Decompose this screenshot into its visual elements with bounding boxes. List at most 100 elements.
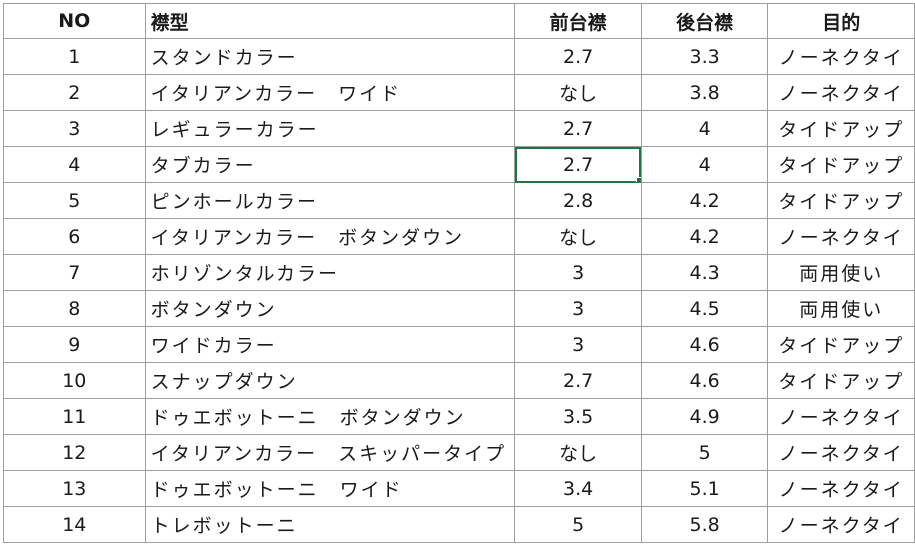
cell-back-collar[interactable]: 4 bbox=[640, 146, 769, 183]
fill-handle[interactable] bbox=[635, 177, 641, 182]
cell-back-collar[interactable]: 3.8 bbox=[640, 74, 769, 111]
cell-back-collar[interactable]: 3.3 bbox=[640, 38, 769, 75]
cell-purpose[interactable]: 両用使い bbox=[767, 254, 915, 291]
cell-purpose[interactable]: タイドアップ bbox=[767, 110, 915, 147]
cell-no[interactable]: 1 bbox=[3, 38, 146, 75]
cell-back-collar[interactable]: 5.1 bbox=[640, 470, 769, 507]
cell-back-collar-text: 4.6 bbox=[689, 369, 720, 392]
cell-front-collar[interactable]: 3 bbox=[514, 254, 642, 291]
cell-back-collar-text: 4 bbox=[698, 153, 711, 176]
header-back-collar[interactable]: 後台襟 bbox=[640, 3, 769, 39]
cell-front-collar[interactable]: なし bbox=[514, 434, 642, 471]
cell-purpose-text: ノーネクタイ bbox=[778, 83, 904, 105]
cell-front-collar[interactable]: なし bbox=[514, 218, 642, 255]
header-no[interactable]: NO bbox=[3, 3, 146, 39]
cell-back-collar[interactable]: 5 bbox=[640, 434, 769, 471]
cell-purpose[interactable]: ノーネクタイ bbox=[767, 398, 915, 435]
cell-collar-type[interactable]: トレボットーニ bbox=[144, 506, 516, 543]
cell-collar-type[interactable]: ドゥエボットーニ ボタンダウン bbox=[144, 398, 516, 435]
cell-no[interactable]: 4 bbox=[3, 146, 146, 183]
cell-front-collar[interactable]: 2.7 bbox=[514, 38, 642, 75]
cell-purpose[interactable]: 両用使い bbox=[767, 290, 915, 327]
table-row: 5 ピンホールカラー 2.8 4.2 タイドアップ bbox=[3, 182, 915, 219]
cell-collar-type[interactable]: スナップダウン bbox=[144, 362, 516, 399]
cell-no-text: 3 bbox=[68, 117, 81, 140]
selected-cell[interactable]: 2.7 bbox=[514, 146, 642, 183]
cell-back-collar-text: 3.3 bbox=[689, 45, 720, 68]
cell-collar-type-text: スナップダウン bbox=[150, 371, 298, 393]
cell-purpose[interactable]: ノーネクタイ bbox=[767, 470, 915, 507]
cell-front-collar[interactable]: 3 bbox=[514, 326, 642, 363]
cell-front-collar[interactable]: 3.4 bbox=[514, 470, 642, 507]
cell-back-collar[interactable]: 4.5 bbox=[640, 290, 769, 327]
cell-collar-type[interactable]: ホリゾンタルカラー bbox=[144, 254, 516, 291]
cell-no[interactable]: 8 bbox=[3, 290, 146, 327]
cell-back-collar[interactable]: 5.8 bbox=[640, 506, 769, 543]
cell-back-collar[interactable]: 4.6 bbox=[640, 362, 769, 399]
cell-purpose[interactable]: ノーネクタイ bbox=[767, 506, 915, 543]
cell-collar-type[interactable]: イタリアンカラー ワイド bbox=[144, 74, 516, 111]
cell-collar-type[interactable]: レギュラーカラー bbox=[144, 110, 516, 147]
cell-collar-type[interactable]: イタリアンカラー ボタンダウン bbox=[144, 218, 516, 255]
cell-no-text: 11 bbox=[62, 405, 87, 428]
cell-front-collar[interactable]: 3.5 bbox=[514, 398, 642, 435]
cell-no-text: 9 bbox=[68, 333, 81, 356]
header-collar-type[interactable]: 襟型 bbox=[144, 3, 516, 39]
cell-front-collar[interactable]: 5 bbox=[514, 506, 642, 543]
cell-collar-type-text: ボタンダウン bbox=[150, 299, 277, 321]
cell-no[interactable]: 14 bbox=[3, 506, 146, 543]
header-purpose[interactable]: 目的 bbox=[767, 3, 915, 39]
cell-front-collar[interactable]: なし bbox=[514, 74, 642, 111]
cell-no[interactable]: 11 bbox=[3, 398, 146, 435]
cell-no[interactable]: 12 bbox=[3, 434, 146, 471]
cell-collar-type[interactable]: ワイドカラー bbox=[144, 326, 516, 363]
cell-back-collar[interactable]: 4 bbox=[640, 110, 769, 147]
cell-back-collar-text: 3.8 bbox=[689, 81, 720, 104]
cell-no[interactable]: 2 bbox=[3, 74, 146, 111]
cell-collar-type[interactable]: イタリアンカラー スキッパータイプ bbox=[144, 434, 516, 471]
cell-front-collar-text: 3 bbox=[572, 297, 585, 320]
cell-no[interactable]: 9 bbox=[3, 326, 146, 363]
cell-back-collar[interactable]: 4.2 bbox=[640, 218, 769, 255]
cell-purpose[interactable]: ノーネクタイ bbox=[767, 74, 915, 111]
table-row: 1 スタンドカラー 2.7 3.3 ノーネクタイ bbox=[3, 38, 915, 75]
cell-front-collar[interactable]: 2.7 bbox=[514, 362, 642, 399]
cell-back-collar-text: 5 bbox=[698, 441, 711, 464]
cell-front-collar[interactable]: 2.7 bbox=[514, 110, 642, 147]
table-row: 14 トレボットーニ 5 5.8 ノーネクタイ bbox=[3, 506, 915, 543]
cell-purpose[interactable]: タイドアップ bbox=[767, 146, 915, 183]
cell-back-collar[interactable]: 4.3 bbox=[640, 254, 769, 291]
cell-back-collar[interactable]: 4.9 bbox=[640, 398, 769, 435]
cell-back-collar[interactable]: 4.2 bbox=[640, 182, 769, 219]
table-row: 6 イタリアンカラー ボタンダウン なし 4.2 ノーネクタイ bbox=[3, 218, 915, 255]
cell-purpose[interactable]: ノーネクタイ bbox=[767, 218, 915, 255]
cell-front-collar-text: 3 bbox=[572, 261, 585, 284]
cell-back-collar-text: 4.9 bbox=[689, 405, 720, 428]
cell-collar-type[interactable]: ボタンダウン bbox=[144, 290, 516, 327]
header-front-collar[interactable]: 前台襟 bbox=[514, 3, 642, 39]
cell-no[interactable]: 3 bbox=[3, 110, 146, 147]
cell-purpose[interactable]: タイドアップ bbox=[767, 182, 915, 219]
cell-no-text: 6 bbox=[68, 225, 81, 248]
cell-no[interactable]: 7 bbox=[3, 254, 146, 291]
table-row: 3 レギュラーカラー 2.7 4 タイドアップ bbox=[3, 110, 915, 147]
cell-front-collar[interactable]: 2.8 bbox=[514, 182, 642, 219]
cell-no[interactable]: 5 bbox=[3, 182, 146, 219]
cell-collar-type[interactable]: ピンホールカラー bbox=[144, 182, 516, 219]
cell-back-collar[interactable]: 4.6 bbox=[640, 326, 769, 363]
cell-no[interactable]: 13 bbox=[3, 470, 146, 507]
cell-purpose[interactable]: タイドアップ bbox=[767, 362, 915, 399]
cell-collar-type[interactable]: ドゥエボットーニ ワイド bbox=[144, 470, 516, 507]
cell-collar-type-text: ホリゾンタルカラー bbox=[150, 263, 340, 285]
cell-front-collar[interactable]: 3 bbox=[514, 290, 642, 327]
cell-collar-type-text: イタリアンカラー スキッパータイプ bbox=[150, 443, 507, 465]
cell-purpose[interactable]: タイドアップ bbox=[767, 326, 915, 363]
cell-no[interactable]: 10 bbox=[3, 362, 146, 399]
cell-collar-type-text: ワイドカラー bbox=[150, 335, 277, 357]
cell-no[interactable]: 6 bbox=[3, 218, 146, 255]
cell-collar-type-text: ドゥエボットーニ ボタンダウン bbox=[150, 407, 466, 429]
cell-collar-type[interactable]: スタンドカラー bbox=[144, 38, 516, 75]
cell-purpose[interactable]: ノーネクタイ bbox=[767, 38, 915, 75]
cell-collar-type[interactable]: タブカラー bbox=[144, 146, 516, 183]
cell-purpose[interactable]: ノーネクタイ bbox=[767, 434, 915, 471]
